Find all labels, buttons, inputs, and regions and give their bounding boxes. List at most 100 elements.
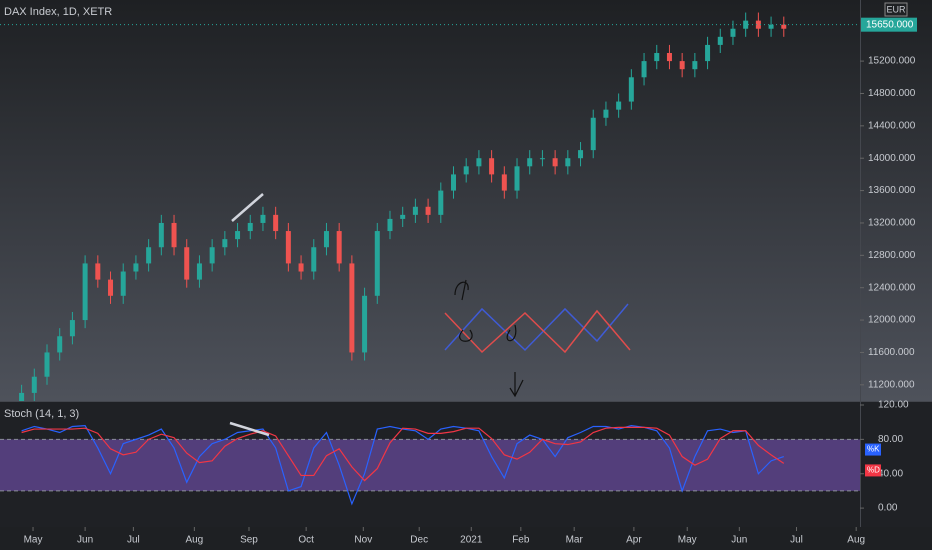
y-tick-label: 15200.000 — [868, 56, 916, 67]
candle-body — [743, 20, 749, 29]
candle-body — [654, 53, 660, 62]
y-tick-label: 14400.000 — [868, 120, 916, 131]
candle-body — [69, 320, 75, 337]
x-tick-label: Feb — [512, 535, 530, 546]
candle-body — [171, 222, 177, 248]
zigzag-drawing — [444, 303, 629, 352]
currency-label: EUR — [886, 4, 906, 14]
currency-box — [884, 2, 908, 17]
candle-body — [565, 158, 571, 167]
y-tick-label: 14800.000 — [868, 88, 916, 99]
freehand-drawing — [454, 279, 524, 398]
candle-body — [273, 214, 279, 232]
candle-body — [44, 352, 50, 377]
x-tick-label: May — [24, 535, 43, 546]
candle-body — [552, 158, 558, 167]
y-tick-label: 80.00 — [878, 434, 903, 445]
stoch-plot — [0, 425, 860, 506]
stoch-line — [21, 426, 785, 482]
last-price-label: 15650.000 — [866, 19, 914, 30]
candle-body — [311, 247, 317, 272]
axes: 11200.000 11600.000 12000.000 12400.000 1280… — [24, 17, 917, 546]
candle-body — [578, 150, 584, 159]
trend-drawing — [229, 421, 270, 437]
candle-body — [768, 24, 774, 29]
candle-body — [158, 222, 164, 248]
candle-body — [95, 263, 101, 280]
candle-body — [323, 231, 329, 248]
candle-body — [57, 336, 63, 353]
candle-body — [196, 263, 202, 280]
candle-body — [247, 222, 253, 232]
candle-body — [476, 158, 482, 167]
candle-body — [120, 271, 126, 296]
candle-body — [222, 239, 228, 248]
candle-body — [133, 263, 139, 272]
y-tick-label: 12400.000 — [868, 282, 916, 293]
x-tick-label: Oct — [298, 535, 314, 546]
legend-label: %K — [867, 445, 880, 454]
candle-body — [730, 28, 736, 37]
y-tick-label: 120.00 — [878, 400, 909, 411]
candle-body — [260, 214, 266, 223]
candle-body — [705, 44, 711, 62]
stoch-band — [0, 439, 860, 491]
candle-body — [82, 263, 88, 321]
candle-body — [146, 247, 152, 264]
candle-body — [463, 166, 469, 175]
legend-label: %D — [867, 466, 880, 475]
x-tick-label: Nov — [354, 535, 372, 546]
candle-body — [19, 392, 25, 401]
zigzag-drawing — [444, 309, 631, 354]
legend-tag — [865, 464, 881, 477]
x-tick-label: 2021 — [460, 535, 483, 546]
candle-body — [692, 61, 698, 70]
candle-body — [400, 214, 406, 219]
symbol-title: DAX Index, 1D, XETR — [4, 6, 112, 18]
last-price-tag — [861, 17, 917, 32]
x-tick-label: Apr — [626, 535, 642, 546]
y-tick-label: 12000.000 — [868, 315, 916, 326]
x-tick-label: Jun — [77, 535, 93, 546]
candle-body — [603, 109, 609, 118]
y-tick-label: 14000.000 — [868, 153, 916, 164]
trend-drawing — [231, 193, 264, 222]
indicator-title: Stoch (14, 1, 3) — [4, 408, 79, 420]
candle-body — [349, 263, 355, 353]
y-tick-label: 0.00 — [878, 503, 898, 514]
y-tick-label: 40.00 — [878, 468, 903, 479]
candle-body — [666, 53, 672, 62]
candle-body — [336, 231, 342, 264]
candle-body — [514, 166, 520, 191]
x-tick-label: Dec — [410, 535, 428, 546]
x-tick-label: Jun — [731, 535, 747, 546]
candle-body — [501, 174, 507, 191]
candle-body — [374, 231, 380, 296]
candle-body — [412, 206, 418, 215]
candle-body — [628, 77, 634, 102]
x-tick-label: Jul — [127, 535, 140, 546]
candle-body — [425, 206, 431, 215]
x-tick-label: Sep — [240, 535, 258, 546]
candle-body — [616, 101, 622, 110]
x-tick-label: May — [678, 535, 697, 546]
y-tick-label: 13200.000 — [868, 218, 916, 229]
candle-body — [527, 158, 533, 167]
candle-body — [451, 174, 457, 191]
candle-body — [31, 376, 37, 393]
candle-body — [387, 218, 393, 232]
y-tick-label: 11600.000 — [868, 347, 915, 358]
x-tick-label: Mar — [566, 535, 584, 546]
candle-body — [235, 231, 241, 240]
y-tick-label: 11200.000 — [868, 379, 915, 390]
y-tick-label: 12800.000 — [868, 250, 916, 261]
x-tick-label: Aug — [847, 535, 865, 546]
candle-body — [641, 61, 647, 78]
candle-body — [298, 263, 304, 272]
legend-tag — [865, 443, 881, 456]
x-tick-label: Aug — [185, 535, 203, 546]
candle-body — [781, 24, 787, 29]
candle-body — [209, 247, 215, 264]
